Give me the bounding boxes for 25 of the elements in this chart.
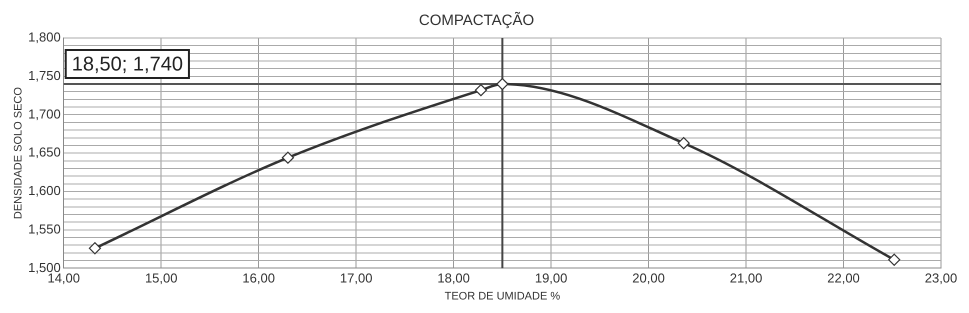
point [888, 254, 900, 266]
y-axis-title: DENSIDADE SOLO SECO [12, 86, 25, 220]
y-tick-label: 1,600 [28, 183, 61, 198]
point [474, 84, 488, 96]
y-tick-label: 1,750 [28, 68, 61, 83]
chart-title: COMPACTAÇÃO [418, 11, 534, 30]
x-tick-label: 23,00 [924, 270, 958, 286]
x-tick-label: 18,00 [437, 270, 470, 286]
x-tick-label: 15,00 [144, 270, 178, 286]
x-axis-title: TEOR DE UMIDADE % [444, 290, 560, 302]
point [88, 242, 102, 254]
y-tick-label: 1,650 [28, 144, 61, 160]
x-tick-label: 20,00 [632, 270, 665, 286]
y-tick-label: 1,700 [28, 106, 61, 122]
x-tick-label: 21,00 [730, 270, 762, 286]
annotation: 18,50; 1,740 [72, 54, 183, 76]
y-tick-label: 1,800 [28, 30, 61, 45]
point [282, 152, 294, 164]
x-tick-label: 16,00 [242, 270, 275, 286]
x-tick-label: 22,00 [827, 270, 860, 286]
x-tick-label: 17,00 [340, 270, 372, 286]
point [678, 137, 690, 150]
point [496, 78, 508, 90]
x-tick-label: 19,00 [534, 270, 568, 286]
y-tick-label: 1,550 [28, 221, 61, 236]
